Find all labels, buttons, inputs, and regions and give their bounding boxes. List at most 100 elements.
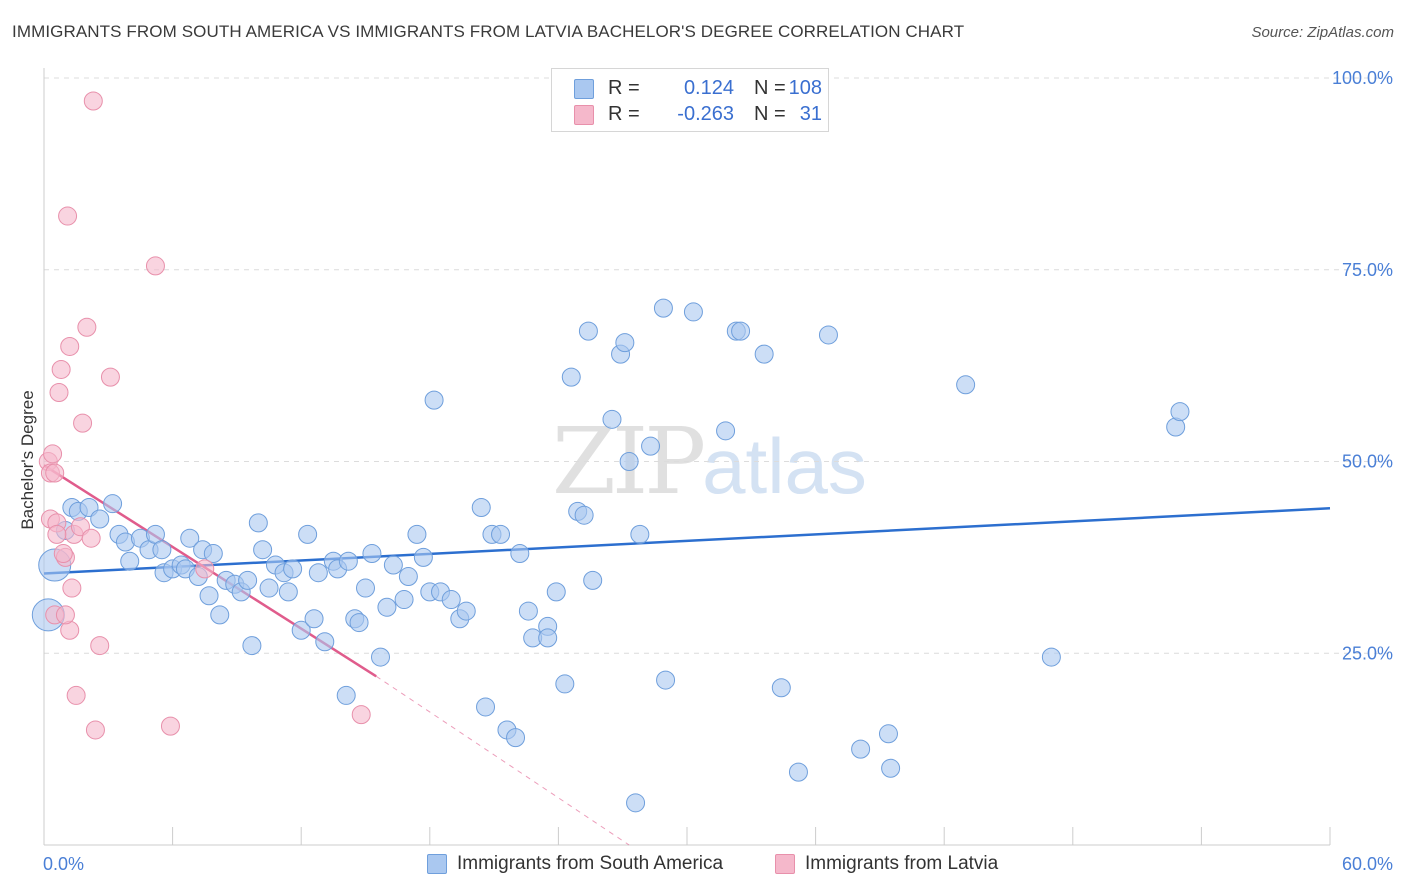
- south-america-point: [555, 674, 575, 694]
- latvia-point: [145, 256, 165, 276]
- south-america-point: [103, 494, 123, 514]
- data-points: [31, 91, 1190, 813]
- south-america-point: [371, 647, 391, 667]
- latvia-point: [83, 91, 103, 111]
- south-america-point: [278, 582, 298, 602]
- axes: [43, 68, 1331, 846]
- x-tick-label-max: 60.0%: [1342, 854, 1393, 874]
- bottom-legend-label: Immigrants from Latvia: [805, 853, 999, 874]
- south-america-point: [731, 321, 751, 341]
- south-america-point: [716, 421, 736, 441]
- south-america-point: [259, 578, 279, 598]
- south-america-point: [413, 547, 433, 567]
- latvia-point: [43, 444, 63, 464]
- latvia-point: [66, 685, 86, 705]
- south-america-point: [407, 524, 427, 544]
- south-america-point: [291, 620, 311, 640]
- legend-n-label: N =: [754, 77, 786, 99]
- chart-title: IMMIGRANTS FROM SOUTH AMERICA VS IMMIGRA…: [12, 22, 965, 41]
- south-america-point: [120, 551, 140, 571]
- south-america-point: [152, 540, 172, 560]
- latvia-point: [85, 720, 105, 740]
- south-america-point: [1041, 647, 1061, 667]
- latvia-point: [45, 463, 65, 483]
- south-america-point: [398, 567, 418, 587]
- south-america-point: [383, 555, 403, 575]
- south-america-point: [754, 344, 774, 364]
- south-america-point: [771, 678, 791, 698]
- latvia-point: [77, 317, 97, 337]
- south-america-point: [242, 636, 262, 656]
- legend-swatch-blue: [574, 79, 594, 99]
- south-america-point: [476, 697, 496, 717]
- latvia-point: [51, 359, 71, 379]
- y-tick-label: 75.0%: [1342, 260, 1393, 280]
- south-america-point: [90, 509, 110, 529]
- south-america-point: [641, 436, 661, 456]
- south-america-point: [394, 590, 414, 610]
- south-america-point: [253, 540, 273, 560]
- latvia-point: [73, 413, 93, 433]
- legend-n-value: 31: [799, 103, 822, 125]
- latvia-trend-extension: [375, 675, 630, 846]
- south-america-point: [377, 597, 397, 617]
- south-america-point: [471, 498, 491, 518]
- legend-r-label: R =: [608, 103, 640, 125]
- south-america-point: [510, 544, 530, 564]
- south-america-point: [851, 739, 871, 759]
- latvia-point: [58, 206, 78, 226]
- south-america-point: [203, 544, 223, 564]
- x-tick-label-min: 0.0%: [43, 854, 84, 874]
- south-america-point: [304, 609, 324, 629]
- south-america-point: [456, 601, 476, 621]
- south-america-point: [561, 367, 581, 387]
- south-america-point: [349, 613, 369, 633]
- latvia-point: [62, 578, 82, 598]
- south-america-point: [653, 298, 673, 318]
- south-america-point: [210, 605, 230, 625]
- south-america-point: [956, 375, 976, 395]
- y-tick-label: 50.0%: [1342, 452, 1393, 472]
- south-america-point: [424, 390, 444, 410]
- south-america-point: [546, 582, 566, 602]
- latvia-point: [55, 605, 75, 625]
- legend-r-label: R =: [608, 77, 640, 99]
- y-tick-label: 100.0%: [1332, 68, 1393, 88]
- latvia-point: [160, 716, 180, 736]
- south-america-point: [578, 321, 598, 341]
- south-america-point: [248, 513, 268, 533]
- legend-n-value: 108: [788, 77, 822, 99]
- south-america-point: [626, 793, 646, 813]
- legend-swatch-pink: [574, 105, 594, 125]
- south-america-point: [199, 586, 219, 606]
- south-america-point: [683, 302, 703, 322]
- south-america-point: [1170, 402, 1190, 422]
- south-america-point: [308, 563, 328, 583]
- latvia-point: [53, 544, 73, 564]
- south-america-point: [656, 670, 676, 690]
- south-america-point: [338, 551, 358, 571]
- latvia-point: [90, 636, 110, 656]
- south-america-point: [491, 524, 511, 544]
- legend-n-label: N =: [754, 103, 786, 125]
- south-america-point: [336, 685, 356, 705]
- south-america-point: [518, 601, 538, 621]
- south-america-point: [788, 762, 808, 782]
- latvia-point: [81, 528, 101, 548]
- south-america-point: [538, 628, 558, 648]
- south-america-point: [630, 524, 650, 544]
- south-america-point: [441, 590, 461, 610]
- south-america-point: [574, 505, 594, 525]
- tick-labels: 25.0% 50.0% 75.0% 100.0% 0.0% 60.0%: [43, 68, 1393, 874]
- y-tick-label: 25.0%: [1342, 643, 1393, 663]
- bottom-legend-swatch-pink: [775, 854, 795, 874]
- south-america-point: [602, 409, 622, 429]
- south-america-point: [619, 452, 639, 471]
- latvia-point: [100, 367, 120, 387]
- south-america-point: [615, 333, 635, 353]
- source-label: Source: ZipAtlas.com: [1251, 24, 1394, 41]
- latvia-point: [195, 559, 215, 579]
- bottom-legend-label: Immigrants from South America: [457, 853, 724, 874]
- grid-lines: [44, 77, 1392, 654]
